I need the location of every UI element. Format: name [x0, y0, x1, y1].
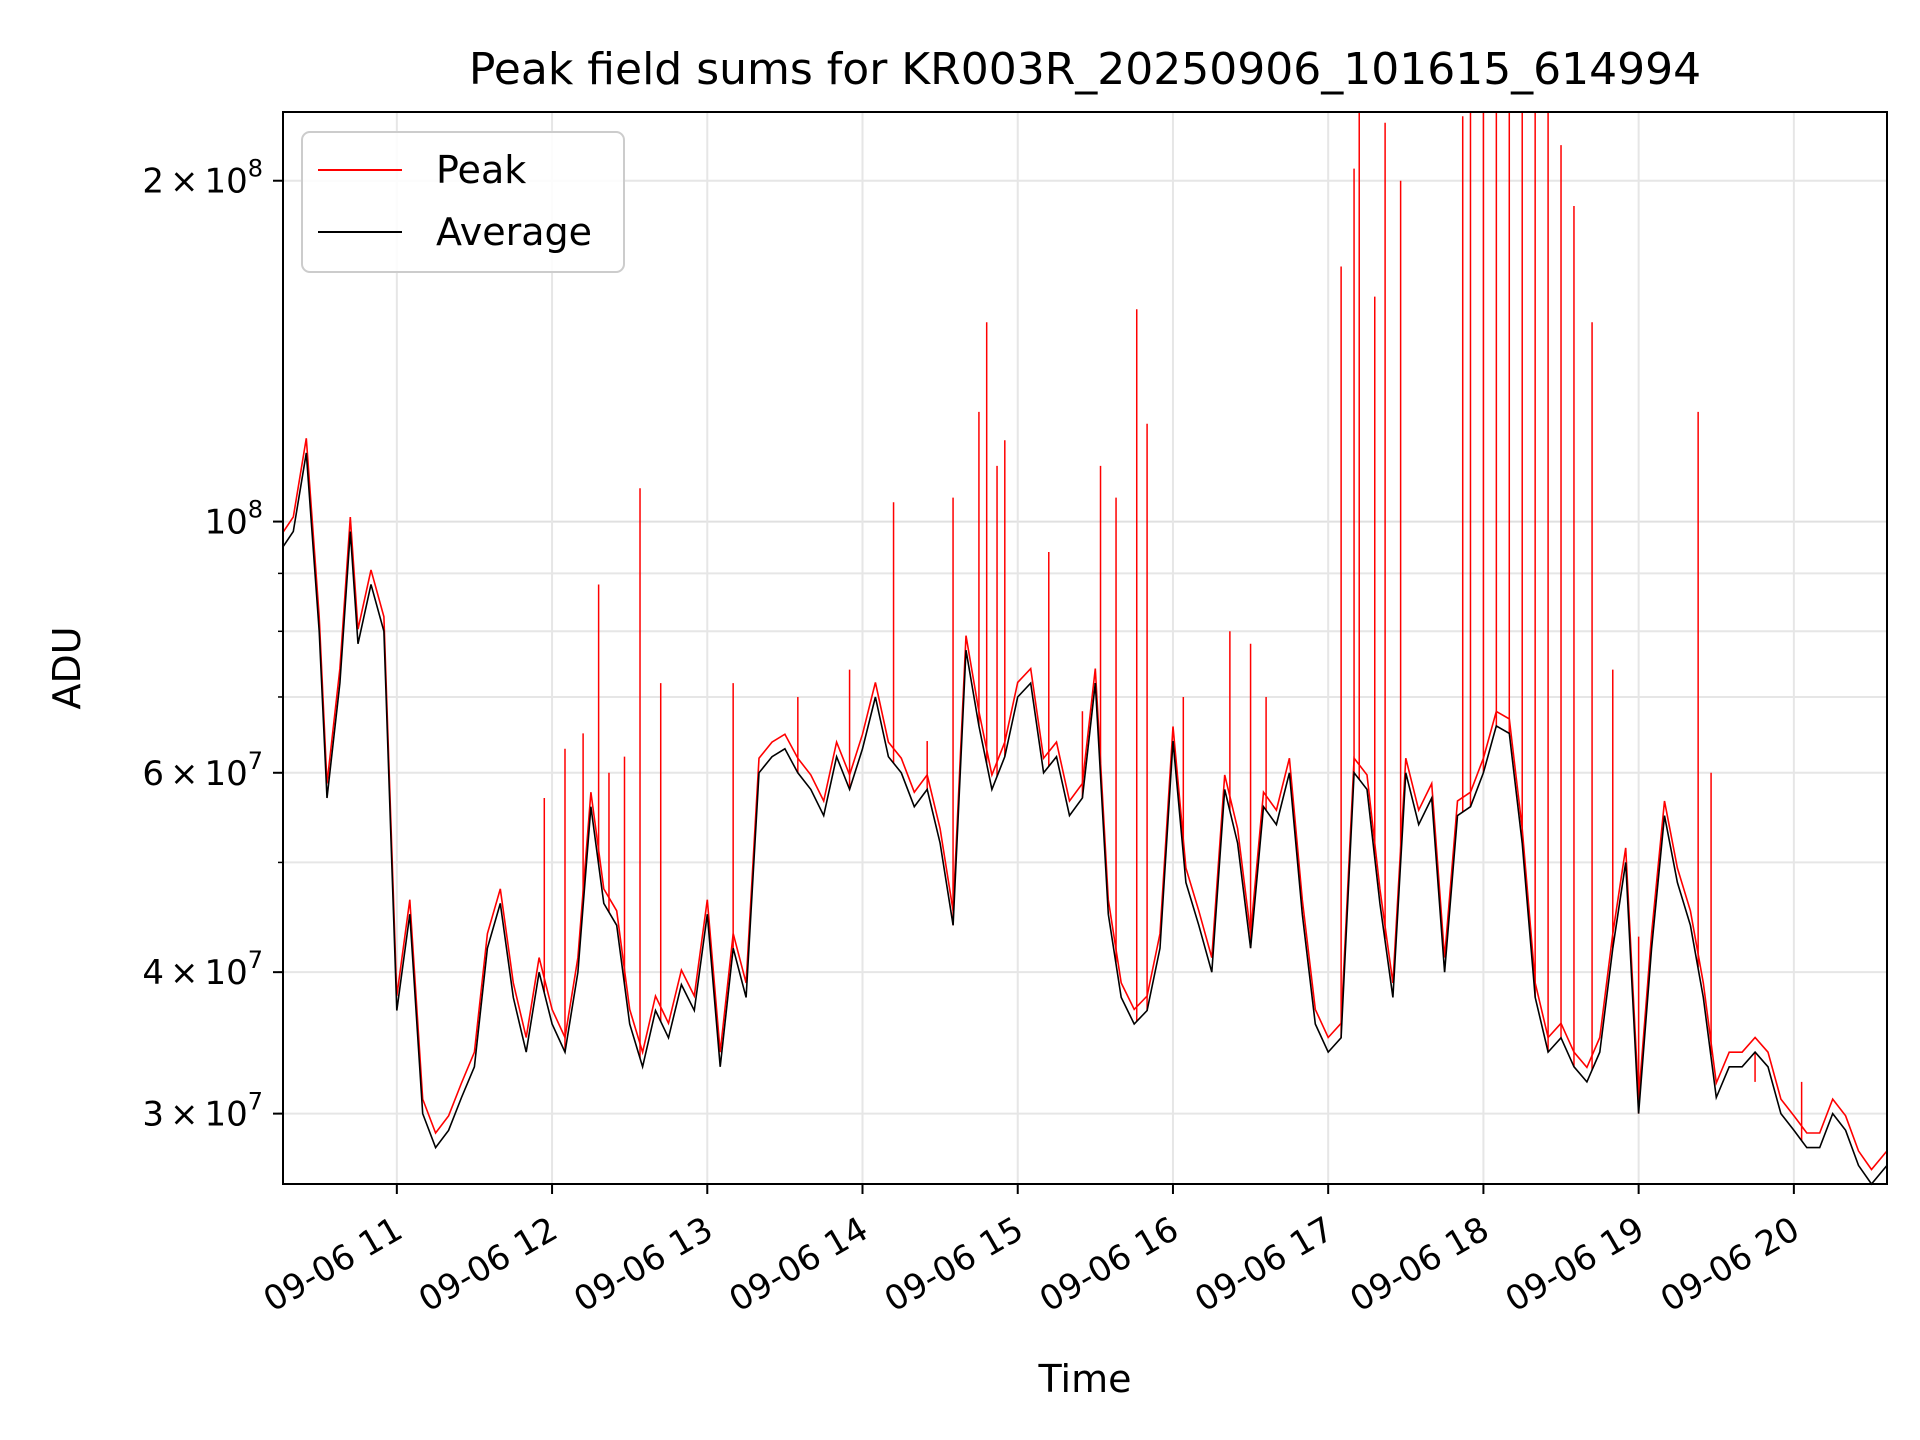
legend-average-label: Average — [436, 210, 592, 254]
y-tick-exponent: 7 — [248, 946, 263, 974]
y-tick-label: 108 — [204, 496, 263, 543]
y-tick-times: × — [170, 1095, 199, 1135]
legend: Peak Average — [301, 131, 625, 273]
average-line — [282, 452, 1888, 1186]
y-tick-exponent: 7 — [248, 747, 263, 775]
series-layer — [282, 112, 1888, 1186]
legend-peak-label: Peak — [436, 148, 526, 192]
y-tick-times: × — [170, 953, 199, 993]
y-tick-times: × — [170, 162, 199, 202]
y-tick-base: 10 — [204, 162, 247, 202]
x-axis-label: Time — [1038, 1357, 1132, 1401]
series-peak — [282, 112, 1888, 1171]
y-tick-base: 10 — [204, 1095, 247, 1135]
y-tick-base: 10 — [204, 953, 247, 993]
y-tick-label: 3 × 107 — [142, 1088, 263, 1135]
y-tick-mantissa: 6 — [142, 754, 164, 794]
legend-box — [301, 131, 625, 273]
series-average — [282, 452, 1888, 1186]
y-tick-times: × — [170, 754, 199, 794]
y-tick-exponent: 7 — [248, 1088, 263, 1116]
y-axis-label: ADU — [45, 626, 89, 709]
chart-title: Peak field sums for KR003R_20250906_1016… — [469, 44, 1701, 95]
y-tick-mantissa: 2 — [142, 162, 164, 202]
y-tick-label: 6 × 107 — [142, 747, 263, 794]
y-tick-base: 10 — [204, 503, 247, 543]
y-tick-exponent: 8 — [248, 155, 263, 183]
y-tick-base: 10 — [204, 754, 247, 794]
y-tick-mantissa: 4 — [142, 953, 164, 993]
peak-line — [282, 438, 1888, 1171]
y-tick-mantissa: 3 — [142, 1095, 164, 1135]
y-tick-exponent: 8 — [248, 496, 263, 524]
y-tick-label: 2 × 108 — [142, 155, 263, 202]
plot-frame — [282, 111, 1888, 1185]
y-tick-label: 4 × 107 — [142, 946, 263, 993]
